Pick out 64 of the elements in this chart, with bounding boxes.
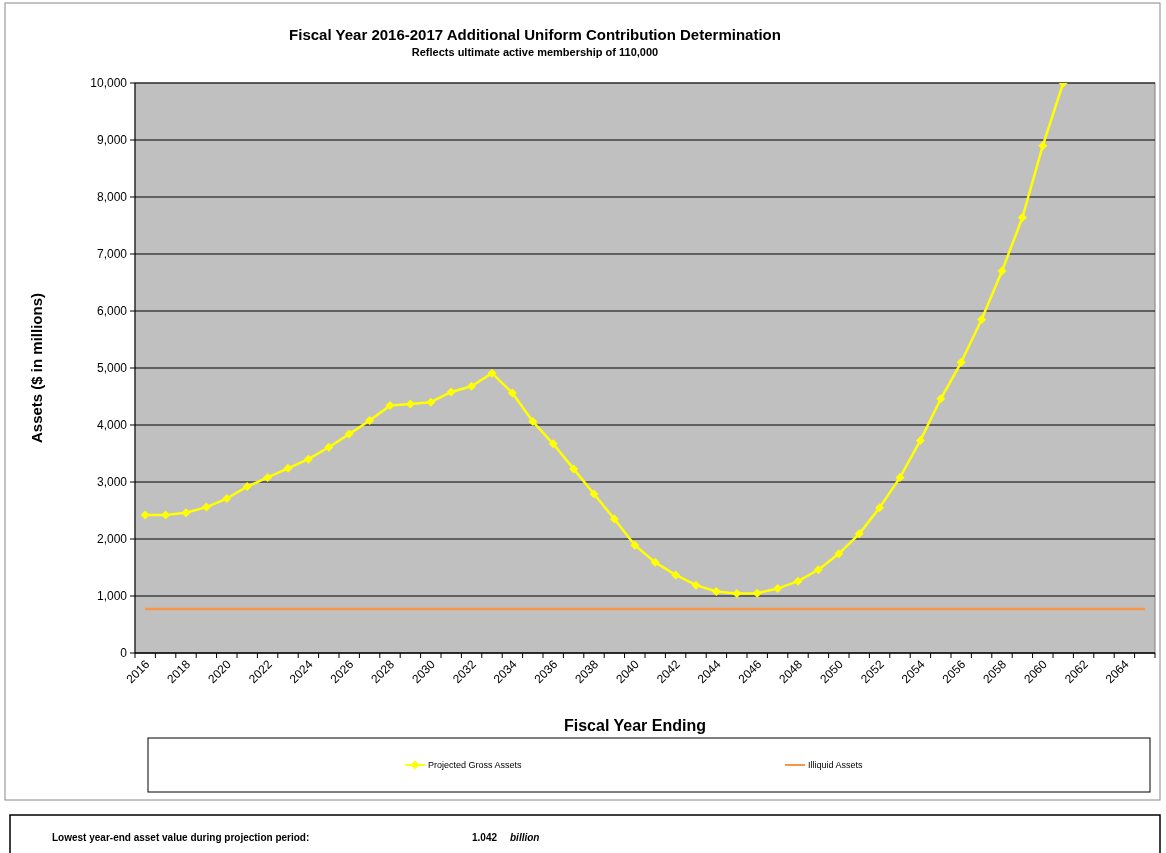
x-axis-title: Fiscal Year Ending <box>564 717 706 734</box>
y-tick-label: 10,000 <box>90 76 128 90</box>
point <box>467 381 477 391</box>
text: Lowest year-end asset value during projection period: <box>52 832 310 843</box>
point <box>569 464 579 474</box>
point <box>691 580 701 590</box>
y-tick-label: 8,000 <box>96 190 128 204</box>
point <box>609 514 619 524</box>
chart-subtitle: Reflects ultimate active membership of 110,000 <box>411 46 659 58</box>
point <box>446 387 456 397</box>
point <box>283 463 293 473</box>
point <box>181 508 191 518</box>
y-tick-label: 1,000 <box>96 589 128 603</box>
point <box>854 529 864 539</box>
point <box>589 489 599 499</box>
point <box>936 394 946 404</box>
point <box>1038 141 1048 151</box>
chart-title: Fiscal Year 2016-2017 Additional Uniform Contribution Determination <box>289 26 781 43</box>
point <box>1017 213 1027 223</box>
point <box>977 315 987 325</box>
point <box>344 429 354 439</box>
y-tick-label: 4,000 <box>96 418 128 432</box>
y-tick-label: 5,000 <box>96 361 128 375</box>
point <box>956 357 966 367</box>
point <box>365 415 375 425</box>
point <box>711 586 721 596</box>
point <box>650 557 660 567</box>
point <box>140 510 150 520</box>
y-tick-label: 0 <box>120 646 128 660</box>
y-axis-title: Assets ($ in millions) <box>28 292 45 444</box>
text: 1.042 <box>472 832 498 843</box>
point <box>671 570 681 580</box>
point <box>263 472 273 482</box>
point <box>813 565 823 575</box>
legend-label: Projected Gross Assets <box>428 760 523 770</box>
point <box>997 266 1007 276</box>
point <box>895 472 905 482</box>
point <box>732 589 742 599</box>
point <box>528 417 538 427</box>
point <box>487 368 497 378</box>
point <box>773 584 783 594</box>
point <box>548 439 558 449</box>
point <box>875 503 885 513</box>
point <box>201 502 211 512</box>
point <box>752 588 762 598</box>
point <box>630 540 640 550</box>
point <box>507 388 517 398</box>
point <box>834 549 844 559</box>
y-tick-label: 6,000 <box>96 304 128 318</box>
point <box>161 510 171 520</box>
text: billion <box>510 832 540 843</box>
point <box>324 442 334 452</box>
point <box>793 576 803 586</box>
point <box>242 482 252 492</box>
legend-label: Illiquid Assets <box>808 760 864 770</box>
point <box>222 494 232 504</box>
point <box>385 401 395 411</box>
point <box>426 397 436 407</box>
y-tick-label: 3,000 <box>96 475 128 489</box>
y-tick-label: 7,000 <box>96 247 128 261</box>
y-tick-label: 9,000 <box>96 133 128 147</box>
y-tick-label: 2,000 <box>96 532 128 546</box>
point <box>915 435 925 445</box>
point <box>303 454 313 464</box>
